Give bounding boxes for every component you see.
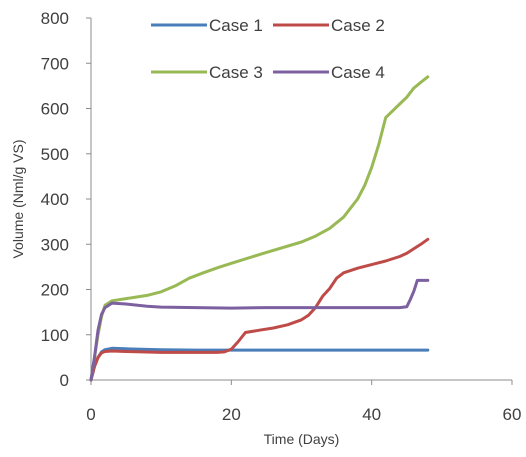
series-line-case-4	[89, 278, 430, 382]
x-tick-label: 60	[503, 405, 522, 424]
series-lines	[89, 75, 430, 382]
y-tick-label: 600	[41, 100, 69, 119]
y-tick-label: 100	[41, 326, 69, 345]
y-axis-title: Volume (Nml/g VS)	[10, 139, 26, 258]
x-axis-title: Time (Days)	[264, 431, 340, 447]
series-line-case-3	[89, 75, 430, 382]
x-tick-labels: 0 20 40 60	[86, 380, 521, 424]
y-tick-label: 200	[41, 281, 69, 300]
legend: Case 1 Case 2 Case 3 Case 4	[151, 16, 385, 82]
y-tick-label: 400	[41, 190, 69, 209]
y-tick-label: 300	[41, 235, 69, 254]
legend-label-case-4: Case 4	[331, 63, 385, 82]
x-tick-label: 20	[222, 405, 241, 424]
y-tick-label: 0	[60, 371, 69, 390]
y-tick-label: 800	[41, 9, 69, 28]
y-tick-labels: 0 100 200 300 400 500 600 700 800	[41, 9, 91, 390]
x-tick-label: 40	[362, 405, 381, 424]
legend-label-case-3: Case 3	[209, 63, 263, 82]
series-line-case-2	[89, 237, 430, 382]
x-tick-label: 0	[86, 405, 95, 424]
y-tick-label: 500	[41, 145, 69, 164]
legend-label-case-2: Case 2	[331, 16, 385, 35]
legend-label-case-1: Case 1	[209, 16, 263, 35]
y-tick-label: 700	[41, 54, 69, 73]
